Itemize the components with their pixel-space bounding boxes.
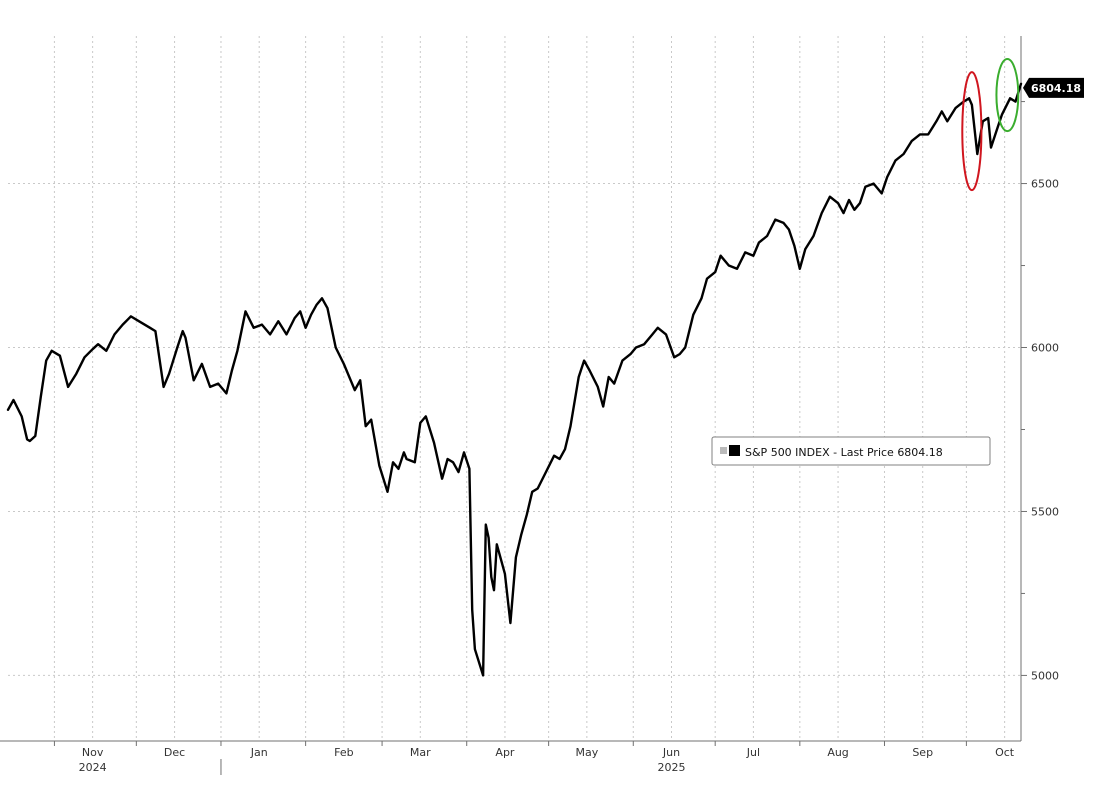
legend-swatch-icon	[720, 447, 727, 454]
x-tick-label: Mar	[410, 746, 431, 759]
price-series-line	[6, 82, 1023, 677]
legend-box	[711, 436, 991, 466]
x-year-label: 2025	[658, 761, 686, 774]
x-tick-label: Feb	[334, 746, 353, 759]
legend: S&P 500 INDEX - Last Price 6804.18	[711, 436, 991, 466]
pullback-highlight-ellipse	[961, 71, 983, 192]
last-price-tag-text: 6804.18	[1031, 82, 1081, 95]
x-tick-label: Dec	[164, 746, 185, 759]
last-price-tag-bg	[1023, 77, 1084, 98]
new-high-highlight-ellipse	[995, 57, 1020, 133]
y-tick-label: 6500	[1031, 178, 1059, 191]
x-tick-label: Jun	[662, 746, 680, 759]
y-tick-label: 5000	[1031, 669, 1059, 682]
x-tick-label: Sep	[912, 746, 933, 759]
legend-series-icon	[729, 445, 740, 456]
annotation-layer	[961, 57, 1020, 192]
last-price-tag: 6804.18	[1023, 77, 1084, 98]
x-tick-label: Nov	[82, 746, 104, 759]
y-tick-label: 6000	[1031, 342, 1059, 355]
x-tick-label: Jul	[746, 746, 760, 759]
x-tick-label: Jan	[250, 746, 268, 759]
x-tick-label: Apr	[495, 746, 515, 759]
x-year-label: 2024	[79, 761, 107, 774]
series-layer	[6, 82, 1023, 677]
x-tick-label: Oct	[995, 746, 1015, 759]
legend-entry-label: S&P 500 INDEX - Last Price 6804.18	[745, 446, 943, 459]
x-tick-label: Aug	[827, 746, 848, 759]
y-tick-label: 5500	[1031, 505, 1059, 518]
x-tick-label: May	[575, 746, 598, 759]
axis-layer: 5000 5500 6000 6500 Nov Dec Jan Feb Mar Apr May Jun…	[0, 36, 1059, 775]
grid-layer	[8, 36, 1021, 741]
label-layer: 6804.18 S&P 500 INDEX - Last Price 6804.1…	[711, 77, 1084, 466]
